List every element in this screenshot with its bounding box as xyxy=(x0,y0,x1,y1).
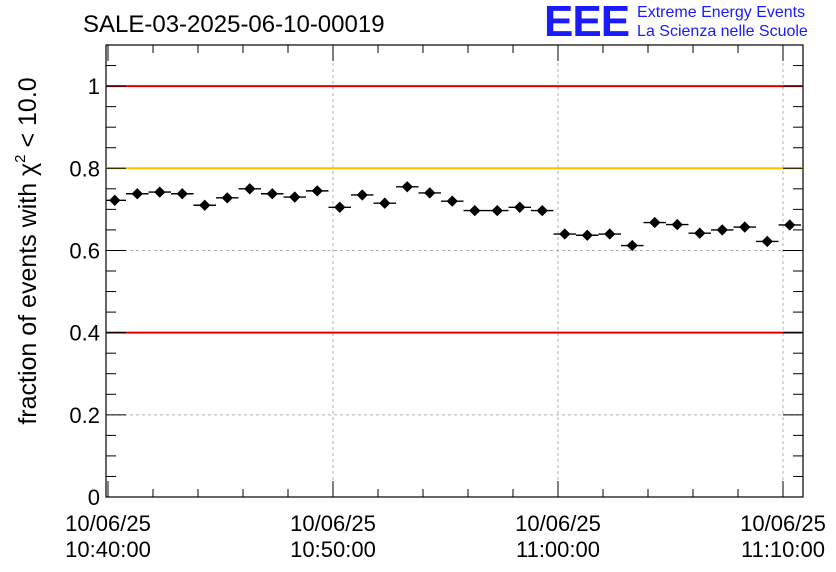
data-point-7 xyxy=(266,188,278,200)
chart-title: SALE-03-2025-06-10-00019 xyxy=(83,11,385,38)
eee-logo-mark: EEE xyxy=(544,0,630,46)
data-point-14 xyxy=(424,187,436,199)
data-point-16 xyxy=(469,204,481,217)
data-point-4 xyxy=(199,199,211,211)
eee-logo: EEE Extreme Energy Events La Scienza nel… xyxy=(544,0,808,46)
data-point-3 xyxy=(176,188,188,200)
data-point-18 xyxy=(514,201,526,213)
data-point-0 xyxy=(109,194,121,206)
data-point-17 xyxy=(491,204,503,217)
data-point-15 xyxy=(446,195,458,207)
data-point-29 xyxy=(761,235,773,248)
data-point-8 xyxy=(289,191,301,203)
y-tick-label-3: 0.6 xyxy=(69,238,100,263)
data-point-1 xyxy=(131,188,143,200)
x-tick-date-3: 10/06/25 xyxy=(740,511,826,536)
eee-logo-line-1: Extreme Energy Events xyxy=(637,4,806,21)
plot-frame xyxy=(105,44,804,498)
data-point-19 xyxy=(536,204,548,217)
eee-logo-line-2: La Scienza nelle Scuole xyxy=(637,23,808,40)
data-point-24 xyxy=(649,216,661,229)
data-point-10 xyxy=(334,201,346,213)
x-tick-time-0: 10:40:00 xyxy=(65,537,151,562)
y-tick-label-1: 0.2 xyxy=(69,403,100,428)
data-point-23 xyxy=(626,239,638,252)
data-point-5 xyxy=(221,192,233,204)
data-point-25 xyxy=(671,218,683,231)
y-tick-label-2: 0.4 xyxy=(69,321,100,346)
x-tick-time-3: 11:10:00 xyxy=(741,537,825,562)
grid-layer xyxy=(106,45,803,497)
data-point-13 xyxy=(401,181,413,193)
reference-lines xyxy=(106,85,803,334)
data-point-26 xyxy=(694,227,706,239)
data-point-21 xyxy=(581,229,593,241)
y-axis-label-tail: < 10.0 xyxy=(14,77,42,154)
x-tick-date-0: 10/06/25 xyxy=(65,511,151,536)
data-point-6 xyxy=(244,183,256,195)
data-point-2 xyxy=(154,186,166,198)
x-tick-time-2: 11:00:00 xyxy=(516,537,600,562)
data-point-22 xyxy=(604,228,616,240)
y-axis-label-superscript: 2 xyxy=(12,154,29,162)
y-tick-label-4: 0.8 xyxy=(69,156,100,181)
y-axis-label-main: fraction of events with χ xyxy=(14,163,42,425)
axis-ticks xyxy=(106,45,803,498)
data-point-30 xyxy=(784,219,796,231)
x-tick-date-1: 10/06/25 xyxy=(290,511,376,536)
data-point-9 xyxy=(311,185,323,197)
y-axis-label: fraction of events with χ2 < 10.0 xyxy=(12,77,42,424)
data-point-27 xyxy=(716,224,728,236)
data-point-11 xyxy=(356,189,368,201)
y-tick-label-0: 0 xyxy=(88,485,100,510)
data-point-12 xyxy=(379,197,391,209)
data-point-20 xyxy=(559,228,571,240)
x-tick-time-1: 10:50:00 xyxy=(290,537,376,562)
x-tick-date-2: 10/06/25 xyxy=(515,511,601,536)
data-point-28 xyxy=(739,221,751,233)
data-points xyxy=(106,181,801,252)
y-tick-label-5: 1 xyxy=(88,74,100,99)
eee-logo-text: Extreme Energy Events La Scienza nelle S… xyxy=(637,3,808,41)
